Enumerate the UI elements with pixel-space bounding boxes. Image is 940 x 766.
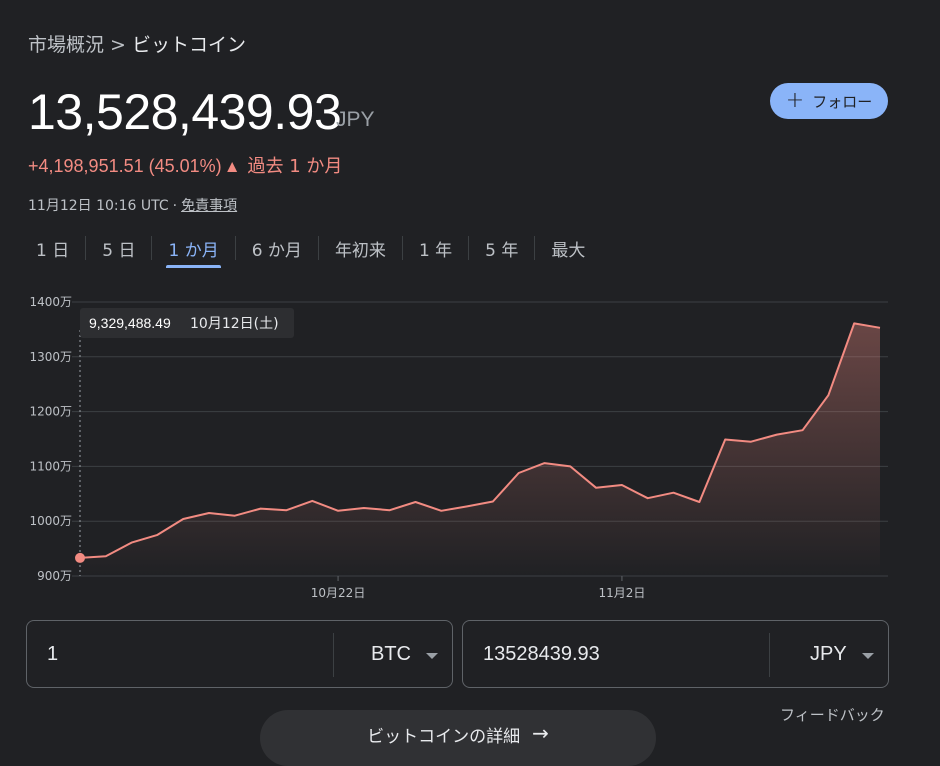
y-tick-label: 1200万 bbox=[29, 405, 72, 419]
y-tick-label: 1400万 bbox=[29, 295, 72, 309]
to-amount-input[interactable]: 13528439.93 bbox=[483, 643, 600, 665]
from-currency-select[interactable]: BTC bbox=[371, 643, 411, 665]
price-chart[interactable]: 1400万 1300万 1200万 1100万 1000万 900万 10月22日 11月2… bbox=[0, 282, 940, 612]
y-tick-label: 1000万 bbox=[29, 514, 72, 528]
tab-ytd[interactable]: 年初来 bbox=[319, 230, 402, 266]
tab-divider bbox=[468, 236, 470, 260]
details-button[interactable]: ビットコインの詳細 → bbox=[260, 710, 656, 766]
price-change: +4,198,951.51 (45.01%) ▲ 過去 1 か月 bbox=[28, 152, 342, 178]
price-currency: JPY bbox=[336, 108, 375, 131]
tab-divider bbox=[151, 236, 153, 260]
tab-max[interactable]: 最大 bbox=[535, 230, 601, 266]
breadcrumb-separator: > bbox=[110, 34, 126, 56]
y-tick-label: 900万 bbox=[37, 569, 72, 583]
plus-icon: + bbox=[785, 88, 805, 113]
tab-label: 1 日 bbox=[36, 240, 70, 261]
tab-label: 6 か月 bbox=[251, 240, 302, 261]
tooltip-background bbox=[80, 308, 294, 338]
tab-divider bbox=[401, 236, 403, 260]
tab-5y[interactable]: 5 年 bbox=[469, 230, 534, 266]
converter-from: 1 BTC bbox=[26, 620, 453, 688]
chevron-down-icon bbox=[862, 653, 874, 659]
current-price: 13,528,439.93 bbox=[28, 84, 342, 140]
disclaimer-link[interactable]: 免責事項 bbox=[181, 198, 238, 214]
up-arrow-icon: ▲ bbox=[223, 157, 241, 176]
change-percent: (45.01%) bbox=[148, 156, 222, 176]
converter-divider bbox=[769, 633, 770, 677]
change-amount: +4,198,951.51 bbox=[28, 156, 144, 176]
tab-1y[interactable]: 1 年 bbox=[403, 230, 468, 266]
arrow-right-icon: → bbox=[532, 721, 549, 745]
range-tabs: 1 日 5 日 1 か月 6 か月 年初来 1 年 5 年 最大 bbox=[20, 230, 601, 268]
y-tick-label: 1300万 bbox=[29, 350, 72, 364]
chevron-down-icon bbox=[426, 653, 438, 659]
follow-button-label: フォロー bbox=[812, 92, 873, 111]
change-period: 過去 1 か月 bbox=[247, 156, 343, 177]
tab-label: 5 日 bbox=[102, 240, 136, 261]
chart-series-line bbox=[79, 322, 881, 559]
converter-to: 13528439.93 JPY bbox=[462, 620, 889, 688]
tab-divider bbox=[534, 236, 536, 260]
follow-button[interactable]: + フォロー bbox=[770, 83, 888, 119]
breadcrumb-parent-link[interactable]: 市場概況 bbox=[28, 34, 105, 56]
x-tick-label: 11月2日 bbox=[598, 586, 645, 600]
x-tick-label: 10月22日 bbox=[311, 586, 366, 600]
chart-area-fill bbox=[80, 323, 880, 576]
tab-1d[interactable]: 1 日 bbox=[20, 230, 85, 266]
tab-divider bbox=[317, 236, 319, 260]
tab-label: 5 年 bbox=[485, 240, 519, 261]
timestamp-time: 11月12日 10:16 UTC bbox=[28, 198, 169, 214]
tab-label: 1 か月 bbox=[168, 240, 219, 261]
tooltip-value: 9,329,488.49 bbox=[89, 315, 171, 331]
y-tick-label: 1100万 bbox=[29, 459, 72, 473]
y-axis-labels: 1400万 1300万 1200万 1100万 1000万 900万 bbox=[29, 295, 72, 583]
tab-divider bbox=[85, 236, 87, 260]
feedback-link[interactable]: フィードバック bbox=[780, 706, 885, 724]
converter-divider bbox=[333, 633, 334, 677]
breadcrumb-current: ビットコイン bbox=[131, 34, 246, 56]
tab-divider bbox=[234, 236, 236, 260]
timestamp: 11月12日 10:16 UTC · 免責事項 bbox=[28, 195, 237, 215]
from-amount-input[interactable]: 1 bbox=[47, 643, 59, 665]
chart-tooltip: 9,329,488.49 10月12日(土) bbox=[80, 308, 294, 338]
to-currency-select[interactable]: JPY bbox=[810, 643, 847, 665]
timestamp-dot: · bbox=[172, 198, 178, 214]
tab-6m[interactable]: 6 か月 bbox=[236, 230, 318, 266]
tab-5d[interactable]: 5 日 bbox=[86, 230, 151, 266]
tab-1m[interactable]: 1 か月 bbox=[152, 230, 234, 268]
details-button-label: ビットコインの詳細 bbox=[367, 727, 521, 747]
tab-label: 年初来 bbox=[334, 240, 386, 261]
tooltip-date: 10月12日(土) bbox=[190, 316, 279, 332]
x-axis-labels: 10月22日 11月2日 bbox=[311, 576, 645, 600]
hover-point bbox=[75, 552, 85, 563]
tab-label: 最大 bbox=[551, 240, 586, 261]
breadcrumb: 市場概況 > ビットコイン bbox=[28, 30, 246, 57]
tab-label: 1 年 bbox=[418, 240, 453, 261]
